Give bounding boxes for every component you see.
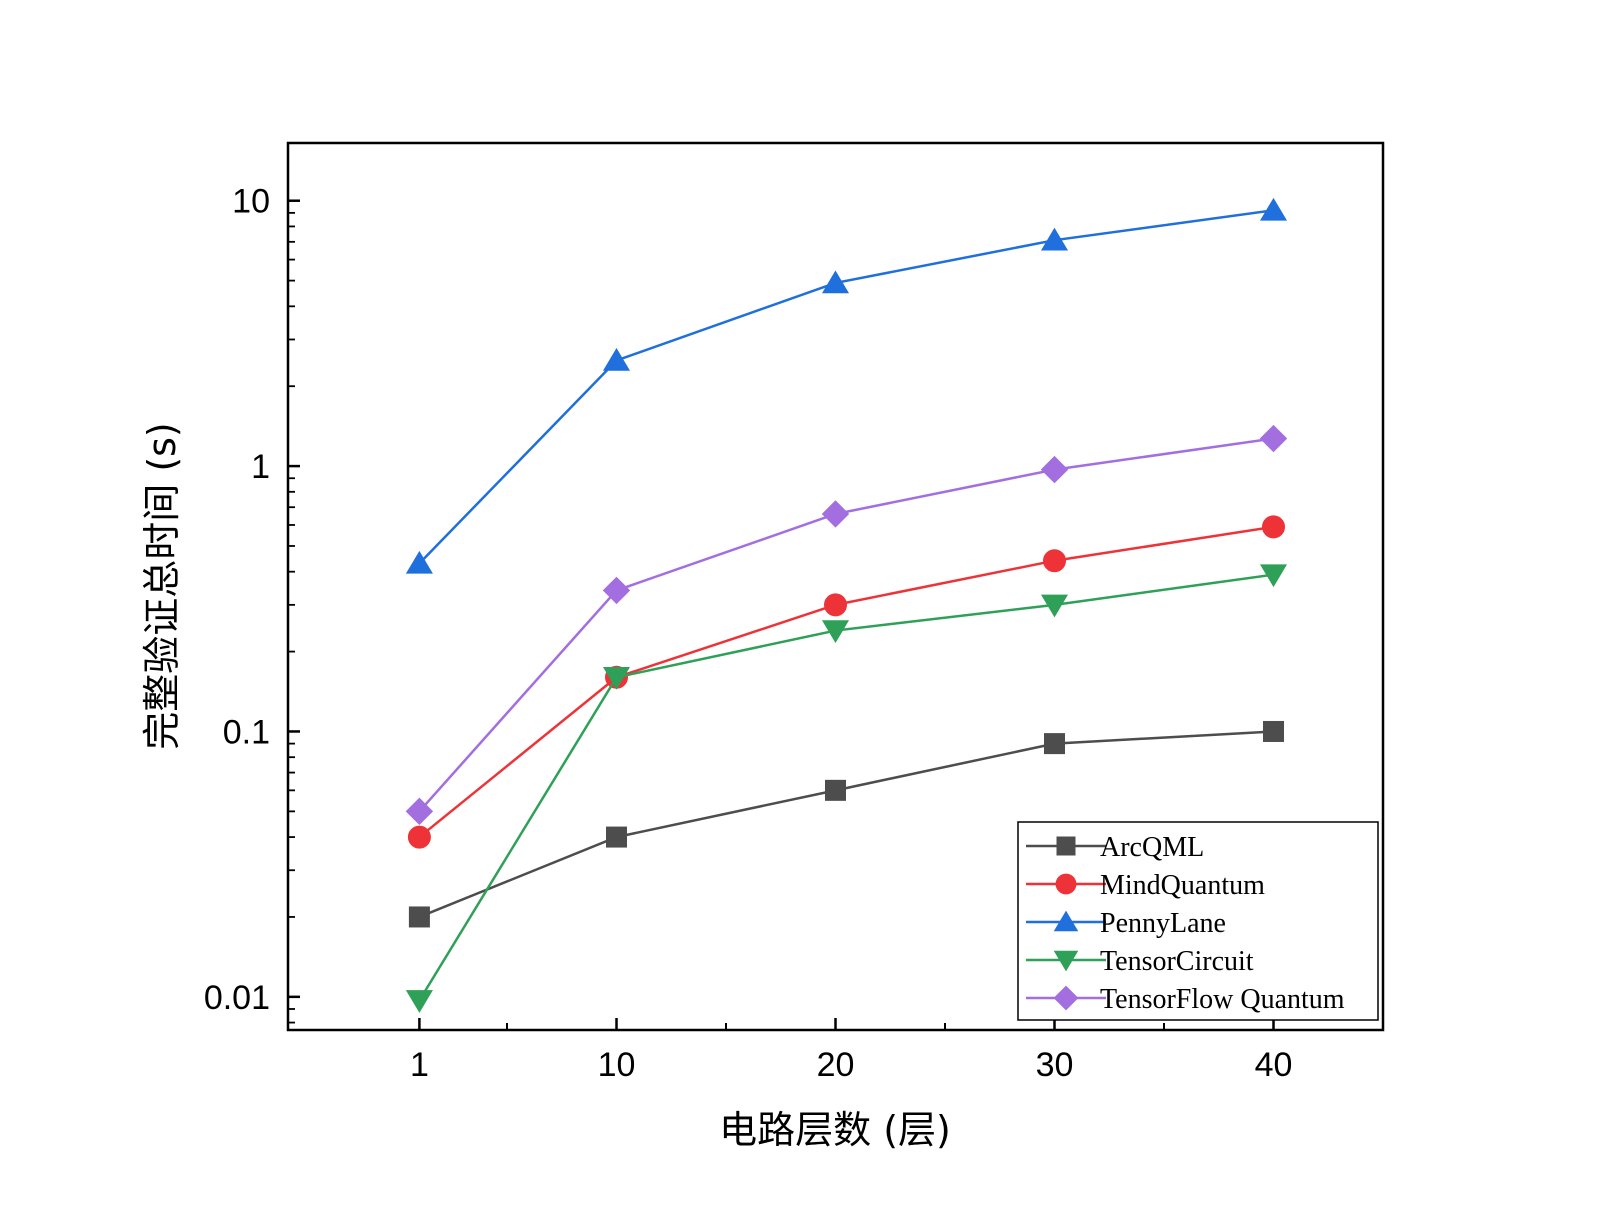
data-point (821, 270, 850, 294)
legend-item: TensorFlow Quantum (1026, 984, 1345, 1015)
legend-label: TensorCircuit (1100, 946, 1254, 977)
x-tick-label: 20 (817, 1046, 855, 1084)
data-point (1040, 227, 1069, 251)
y-tick-label: 1 (251, 448, 270, 486)
series-pennylane (405, 197, 1288, 574)
legend-label: PennyLane (1100, 908, 1226, 939)
legend-marker (1053, 910, 1079, 932)
series-mindquantum (407, 515, 1285, 849)
data-point (407, 825, 431, 849)
series-arcqml (408, 720, 1284, 928)
y-tick-label: 0.1 (223, 713, 270, 751)
series-tensorflow-quantum (405, 424, 1288, 826)
series-line (418, 209, 1274, 565)
series-layer (405, 197, 1288, 1013)
y-axis-title: 完整验证总时间 (s) (140, 422, 184, 750)
data-point (824, 593, 847, 617)
y-tick-label: 0.01 (204, 979, 270, 1017)
series-tensorcircuit (405, 564, 1288, 1013)
x-tick-label: 1 (410, 1046, 429, 1084)
legend-item: TensorCircuit (1026, 946, 1254, 977)
legend-label: TensorFlow Quantum (1100, 984, 1345, 1015)
x-axis-title: 电路层数 (层) (719, 1108, 951, 1152)
data-point (1259, 564, 1288, 588)
data-point (1259, 424, 1288, 453)
legend-marker (1053, 985, 1079, 1011)
data-point (1262, 515, 1285, 539)
data-point (1040, 455, 1069, 484)
legend: ArcQML MindQuantum PennyLane TensorCircuit T… (1017, 821, 1379, 1021)
data-point (825, 779, 846, 801)
data-point (1259, 197, 1288, 221)
data-point (821, 500, 850, 528)
legend-marker (1056, 836, 1076, 856)
data-point (405, 990, 433, 1013)
data-point (405, 797, 434, 826)
legend-label: ArcQML (1100, 832, 1204, 863)
data-point (602, 576, 631, 605)
data-point (1043, 549, 1066, 573)
tick-labels-layer: 1 10 20 30 40 0.01 0.1 1 10 (204, 183, 1293, 1084)
legend-item: ArcQML (1026, 832, 1204, 863)
x-tick-label: 10 (598, 1046, 636, 1084)
data-point (1040, 594, 1069, 618)
x-tick-label: 30 (1036, 1046, 1074, 1084)
data-point (408, 906, 430, 928)
legend-label: MindQuantum (1100, 870, 1265, 901)
data-point (602, 348, 631, 371)
data-point (405, 550, 433, 574)
legend-marker (1053, 950, 1079, 972)
data-point (602, 667, 631, 690)
data-point (606, 826, 627, 848)
legend-marker (1055, 873, 1077, 895)
data-point (1044, 733, 1065, 755)
legend-item: PennyLane (1026, 908, 1226, 939)
x-tick-label: 40 (1255, 1046, 1293, 1084)
y-tick-label: 10 (232, 183, 270, 221)
data-point (821, 620, 850, 644)
legend-item: MindQuantum (1026, 870, 1265, 901)
series-line (418, 437, 1274, 813)
data-point (1263, 720, 1284, 742)
